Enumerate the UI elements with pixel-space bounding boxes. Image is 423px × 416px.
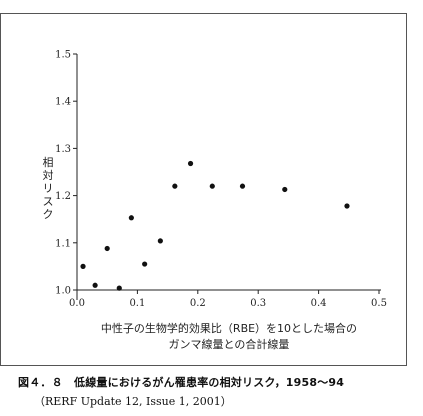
data-point xyxy=(157,238,163,244)
data-point xyxy=(116,285,122,291)
y-axis-title-char: 相 xyxy=(43,156,54,169)
x-axis-title-line1: 中性子の生物学的効果比（RBE）を10とした場合の xyxy=(101,321,357,335)
y-tick-label: 1.1 xyxy=(55,238,71,249)
x-tick-label: 0.5 xyxy=(371,298,387,309)
x-ticks: 0.0 0.1 0.2 0.3 0.4 0.5 xyxy=(69,290,387,309)
x-axis-title-line2: ガンマ線量との合計線量 xyxy=(169,337,290,351)
y-axis-title-char: 対 xyxy=(43,168,54,182)
data-point xyxy=(344,203,350,209)
y-tick-label: 1.3 xyxy=(55,144,71,155)
y-tick-label: 1.5 xyxy=(55,50,71,61)
data-point xyxy=(92,282,98,288)
data-points xyxy=(80,160,350,291)
y-axis-title-char: ス xyxy=(43,195,54,208)
data-point xyxy=(172,183,178,189)
data-point xyxy=(80,263,86,269)
data-point xyxy=(142,261,148,267)
data-point xyxy=(104,245,110,252)
y-tick-label: 1.2 xyxy=(55,191,71,202)
y-tick-label: 1.4 xyxy=(55,97,71,108)
x-tick-label: 0.3 xyxy=(250,298,266,309)
x-tick-label: 0.1 xyxy=(129,298,145,309)
y-axis-title: 相対リスク xyxy=(43,156,54,221)
figure-caption-source: （RERF Update 12, Issue 1, 2001） xyxy=(34,395,232,408)
y-ticks: 1.0 1.1 1.2 1.3 1.4 1.5 xyxy=(55,50,77,297)
y-tick-label: 1.0 xyxy=(55,286,71,297)
axes xyxy=(76,54,381,300)
data-point xyxy=(128,215,134,221)
y-axis-title-char: リ xyxy=(43,182,54,195)
data-point xyxy=(282,186,288,193)
scatter-chart: 1.0 1.1 1.2 1.3 1.4 1.5 0.0 0.1 0.2 0.3 0.4 0.5 相対… xyxy=(43,50,387,352)
data-point xyxy=(209,183,215,189)
x-tick-label: 0.4 xyxy=(311,298,327,309)
y-axis-title-char: ク xyxy=(43,208,54,221)
x-tick-label: 0.0 xyxy=(69,298,85,309)
figure-caption-title: 図４．８ 低線量におけるがん罹患率の相対リスク，1958～94 xyxy=(18,376,345,389)
figure-frame: 1.0 1.1 1.2 1.3 1.4 1.5 0.0 0.1 0.2 0.3 0.4 0.5 相対… xyxy=(0,13,407,366)
x-tick-label: 0.2 xyxy=(190,298,206,309)
data-point xyxy=(187,160,194,167)
data-point xyxy=(239,183,246,189)
